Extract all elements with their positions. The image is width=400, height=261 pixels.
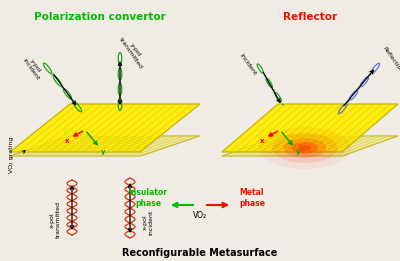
Polygon shape <box>10 104 200 152</box>
Text: x: x <box>65 138 69 144</box>
Text: x: x <box>260 138 264 144</box>
Text: y-pol
transmitted: y-pol transmitted <box>118 34 148 70</box>
Text: Reflector: Reflector <box>283 12 337 22</box>
Text: y-pol
incident: y-pol incident <box>21 55 45 81</box>
Text: VO₂ grating: VO₂ grating <box>10 137 14 173</box>
Ellipse shape <box>272 133 338 163</box>
Text: Reconfigurable Metasurface: Reconfigurable Metasurface <box>122 248 278 258</box>
Text: VO₂: VO₂ <box>193 211 207 220</box>
Text: Incident: Incident <box>239 53 257 77</box>
Text: Polarization convertor: Polarization convertor <box>34 12 166 22</box>
Polygon shape <box>222 104 398 152</box>
Text: Metal
phase: Metal phase <box>239 188 265 208</box>
Polygon shape <box>222 136 398 156</box>
Ellipse shape <box>284 138 326 158</box>
Text: Insulator
phase: Insulator phase <box>128 188 168 208</box>
Ellipse shape <box>259 127 351 169</box>
Text: x-pol
transmitted: x-pol transmitted <box>50 201 60 239</box>
Text: y: y <box>296 149 300 155</box>
Ellipse shape <box>298 145 312 151</box>
Ellipse shape <box>292 142 318 154</box>
Text: y: y <box>101 149 105 155</box>
Polygon shape <box>10 136 200 156</box>
Text: x-pol
incident: x-pol incident <box>142 209 154 235</box>
Text: Reflection: Reflection <box>382 46 400 74</box>
